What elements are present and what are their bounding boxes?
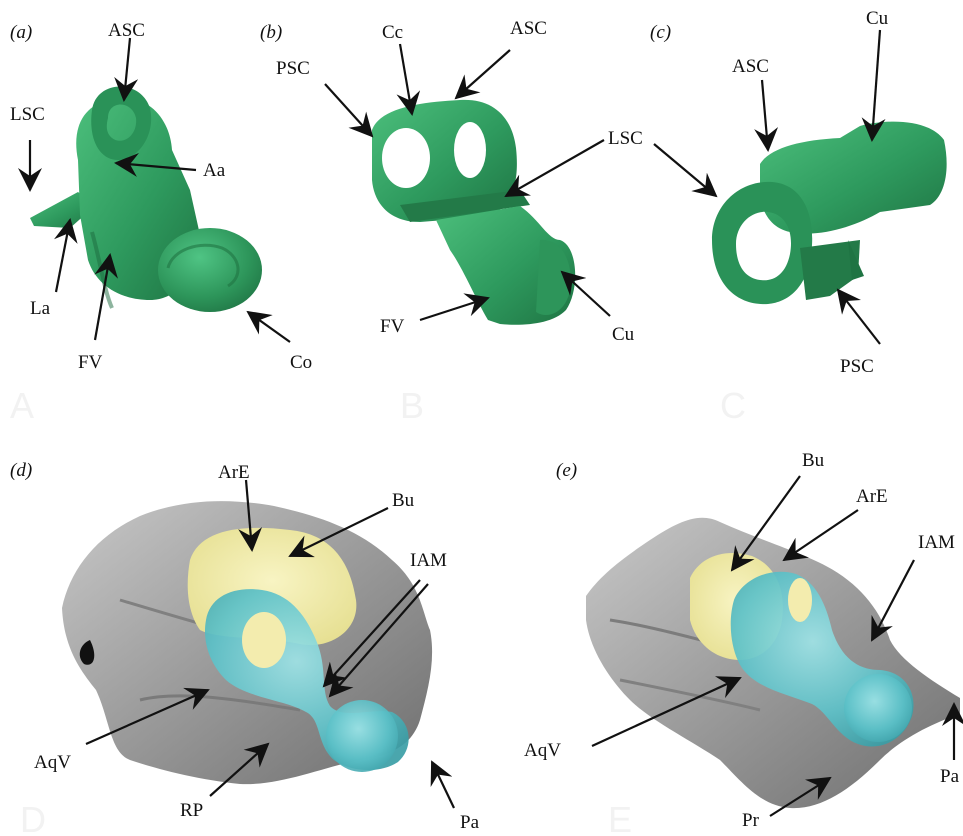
ghost-letter-c: C	[720, 385, 746, 426]
panel-a-arrow-co	[246, 310, 291, 343]
panel-b-arrow-asc	[454, 49, 511, 100]
panel-a-arrow-asc	[114, 37, 139, 102]
panel-e-tag: (e)	[556, 460, 577, 481]
panel-c-arrow-lsc	[653, 143, 718, 198]
panel-a-label-asc: ASC	[108, 20, 145, 41]
panel-e-arrow-aqv	[591, 676, 742, 747]
panel-d-arrow-bu	[288, 507, 389, 558]
ghost-letter-d: D	[20, 799, 46, 836]
panel-d-arrow-pa	[430, 760, 455, 809]
ghost-letter-b: B	[400, 385, 424, 426]
panel-c-tag: (c)	[650, 22, 671, 43]
panel-e-arrow-pr	[769, 776, 832, 817]
panel-a-arrow-fv	[93, 253, 118, 341]
panel-e-label-pa: Pa	[940, 766, 960, 787]
panel-c: (c) ASC Cu PSC	[650, 8, 947, 377]
panel-c-label-cu: Cu	[866, 8, 889, 29]
panel-b-label-cc: Cc	[382, 22, 403, 43]
panel-e-label-are: ArE	[856, 486, 888, 507]
panel-b-arrow-psc	[324, 83, 374, 138]
panel-d-arrow-iam-2	[328, 583, 429, 698]
panel-a-label-aa: Aa	[203, 160, 226, 181]
panel-a: (a) ASC LSC Aa La FV Co	[10, 20, 312, 373]
panel-a-label-fv: FV	[78, 352, 103, 373]
panel-c-label-asc: ASC	[732, 56, 769, 77]
panel-b-arrow-cu	[560, 270, 611, 317]
panel-d-arrow-aqv	[85, 687, 210, 746]
panel-b: (b) PSC Cc ASC LSC FV Cu	[260, 18, 643, 345]
panel-c-label-psc: PSC	[840, 356, 874, 377]
panel-d-label-rp: RP	[180, 800, 203, 821]
panel-a-label-la: La	[30, 298, 51, 319]
panel-a-arrow-aa	[114, 152, 197, 177]
panel-d-tag: (d)	[10, 460, 32, 481]
panel-a-tag: (a)	[10, 22, 32, 43]
panel-e-label-iam: IAM	[918, 532, 955, 553]
panel-d-arrow-iam-1	[322, 579, 421, 688]
panel-c-arrow-cu	[861, 29, 886, 142]
panel-a-arrow-la	[54, 218, 78, 293]
panel-c-arrow-psc	[836, 288, 881, 345]
panel-d-arrow-rp	[209, 742, 270, 797]
panel-e-arrow-are	[782, 509, 859, 562]
panel-a-inner-ear-model	[30, 86, 262, 312]
panel-b-label-lsc: LSC	[608, 128, 643, 149]
panel-b-arrow-fv	[419, 293, 490, 322]
panel-b-arrow-lsc	[504, 139, 605, 197]
ghost-letter-e: E	[608, 799, 632, 836]
panel-d-bone-model	[62, 501, 433, 785]
panel-b-inner-ear-model	[372, 99, 576, 325]
panel-e-label-pr: Pr	[742, 810, 760, 831]
panel-c-inner-ear-model	[712, 121, 947, 305]
panel-b-label-psc: PSC	[276, 58, 310, 79]
panel-e-arrow-iam	[871, 559, 915, 642]
panel-d-label-are: ArE	[218, 462, 250, 483]
panel-d-label-bu: Bu	[392, 490, 415, 511]
panel-b-tag: (b)	[260, 22, 282, 43]
panel-b-label-fv: FV	[380, 316, 405, 337]
panel-b-label-cu: Cu	[612, 324, 635, 345]
panel-e: (e) Bu ArE IAM AqV Pr Pa	[524, 450, 963, 831]
panel-b-label-asc: ASC	[510, 18, 547, 39]
panel-d-arrow-are	[238, 479, 263, 552]
panel-e-arrow-bu	[730, 475, 801, 572]
panel-a-label-co: Co	[290, 352, 312, 373]
panel-a-label-lsc: LSC	[10, 104, 45, 125]
panel-c-arrow-asc	[754, 79, 779, 152]
panel-d: (d) ArE Bu IAM AqV RP Pa	[10, 460, 480, 833]
panel-e-bone-model	[586, 517, 960, 809]
panel-d-label-aqv: AqV	[34, 752, 71, 773]
panel-e-label-aqv: AqV	[524, 740, 561, 761]
panel-d-label-pa: Pa	[460, 812, 480, 833]
panel-b-arrow-cc	[396, 43, 421, 116]
panel-e-label-bu: Bu	[802, 450, 825, 471]
ghost-letter-a: A	[10, 385, 34, 426]
panel-d-label-iam: IAM	[410, 550, 447, 571]
